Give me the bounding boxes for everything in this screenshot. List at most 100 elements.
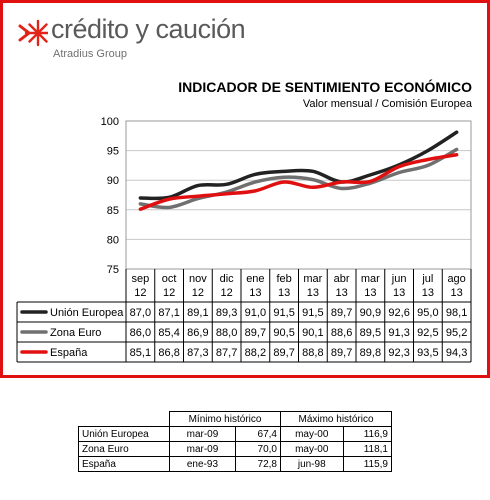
data-label: 90,9: [360, 307, 381, 319]
x-tick-label: mar: [361, 273, 380, 285]
data-label: 88,6: [331, 327, 352, 339]
data-label: 87,7: [216, 347, 237, 359]
data-label: 92,5: [417, 327, 438, 339]
x-tick-label: ago: [447, 273, 465, 285]
series-line: [138, 147, 459, 210]
data-label: 89,7: [331, 347, 352, 359]
table-row: Unión Europea mar-09 67,4 may-00 116,9: [78, 426, 393, 442]
min-date: ene-93: [169, 456, 236, 472]
x-tick-label: 12: [221, 287, 233, 299]
data-label: 89,1: [187, 307, 208, 319]
data-label: 88,8: [302, 347, 323, 359]
data-label: 88,2: [245, 347, 266, 359]
x-tick-label: 13: [451, 287, 463, 299]
min-date: mar-09: [169, 426, 236, 442]
data-label: 91,5: [302, 307, 323, 319]
brand-mark-icon: [18, 19, 48, 47]
min-value: 70,0: [234, 441, 282, 457]
data-label: 91,5: [273, 307, 294, 319]
row-name: Unión Europea: [78, 426, 170, 442]
data-label: 89,5: [360, 327, 381, 339]
min-value: 67,4: [234, 426, 282, 442]
table-header-row: Mínimo histórico Máximo histórico: [79, 411, 392, 427]
series-line: [138, 130, 459, 201]
chart-frame: [0, 0, 490, 378]
max-header: Máximo histórico: [280, 411, 392, 427]
max-value: 118,1: [342, 441, 393, 457]
x-tick-label: 12: [192, 287, 204, 299]
x-tick-label: jul: [421, 273, 433, 285]
data-label: 86,8: [158, 347, 179, 359]
min-value: 72,8: [234, 456, 282, 472]
max-date: may-00: [280, 426, 344, 442]
x-tick-label: sep: [132, 273, 150, 285]
x-tick-label: 13: [249, 287, 261, 299]
x-tick-label: jun: [391, 273, 407, 285]
min-date: mar-09: [169, 441, 236, 457]
line-chart: 100 95 90 85 80 75 sep 12 oct 12 nov 12 dic 12 ene 13 fe…: [16, 116, 472, 363]
data-label: 89,7: [245, 327, 266, 339]
max-value: 116,9: [342, 426, 393, 442]
legend-label: Unión Europea: [50, 307, 124, 319]
legend-label: Zona Euro: [50, 327, 101, 339]
table-row: Zona Euro mar-09 70,0 may-00 118,1: [78, 441, 393, 457]
x-tick-label: oct: [162, 273, 177, 285]
x-tick-label: nov: [189, 273, 207, 285]
min-header: Mínimo histórico: [169, 411, 281, 427]
y-tick-label: 75: [107, 264, 119, 276]
data-label: 95,2: [446, 327, 467, 339]
data-label: 87,3: [187, 347, 208, 359]
series-line: [138, 152, 459, 211]
data-label: 95,0: [417, 307, 438, 319]
data-label: 92,6: [388, 307, 409, 319]
brand-group: Atradius Group: [53, 48, 127, 60]
data-label: 85,1: [130, 347, 151, 359]
data-label: 89,7: [273, 347, 294, 359]
data-label: 98,1: [446, 307, 467, 319]
data-label: 89,8: [360, 347, 381, 359]
x-tick-label: feb: [276, 273, 291, 285]
x-tick-label: 13: [307, 287, 319, 299]
legend-label: España: [50, 347, 88, 359]
data-label: 85,4: [158, 327, 179, 339]
max-value: 115,9: [342, 456, 393, 472]
data-label: 93,5: [417, 347, 438, 359]
x-tick-label: dic: [220, 273, 235, 285]
y-tick-label: 95: [107, 146, 119, 158]
x-tick-label: 12: [163, 287, 175, 299]
x-tick-label: 13: [393, 287, 405, 299]
data-label: 87,1: [158, 307, 179, 319]
x-tick-label: ene: [246, 273, 264, 285]
x-tick-label: mar: [303, 273, 322, 285]
x-tick-label: 13: [278, 287, 290, 299]
data-label: 94,3: [446, 347, 467, 359]
y-tick-label: 85: [107, 205, 119, 217]
data-label: 90,5: [273, 327, 294, 339]
y-tick-label: 80: [107, 234, 119, 246]
data-label: 89,3: [216, 307, 237, 319]
data-label: 92,3: [388, 347, 409, 359]
data-label: 87,0: [130, 307, 151, 319]
data-label: 86,9: [187, 327, 208, 339]
historical-range-table: Mínimo histórico Máximo histórico Unión …: [78, 411, 393, 472]
brand-name: crédito y caución: [51, 14, 246, 44]
x-tick-label: 13: [422, 287, 434, 299]
x-tick-label: abr: [334, 273, 350, 285]
data-label: 91,3: [388, 327, 409, 339]
table-row: España ene-93 72,8 jun-98 115,9: [78, 456, 393, 472]
row-name: Zona Euro: [78, 441, 170, 457]
chart-subtitle: Valor mensual / Comisión Europea: [302, 98, 472, 110]
data-label: 86,0: [130, 327, 151, 339]
x-tick-label: 12: [134, 287, 146, 299]
data-label: 89,7: [331, 307, 352, 319]
x-tick-label: 13: [364, 287, 376, 299]
chart-title: INDICADOR DE SENTIMIENTO ECONÓMICO: [178, 79, 472, 95]
y-tick-label: 90: [107, 175, 119, 187]
max-date: jun-98: [280, 456, 344, 472]
table-corner: [79, 412, 170, 427]
max-date: may-00: [280, 441, 344, 457]
data-label: 91,0: [245, 307, 266, 319]
row-name: España: [78, 456, 170, 472]
x-tick-label: 13: [336, 287, 348, 299]
y-tick-label: 100: [101, 116, 119, 128]
